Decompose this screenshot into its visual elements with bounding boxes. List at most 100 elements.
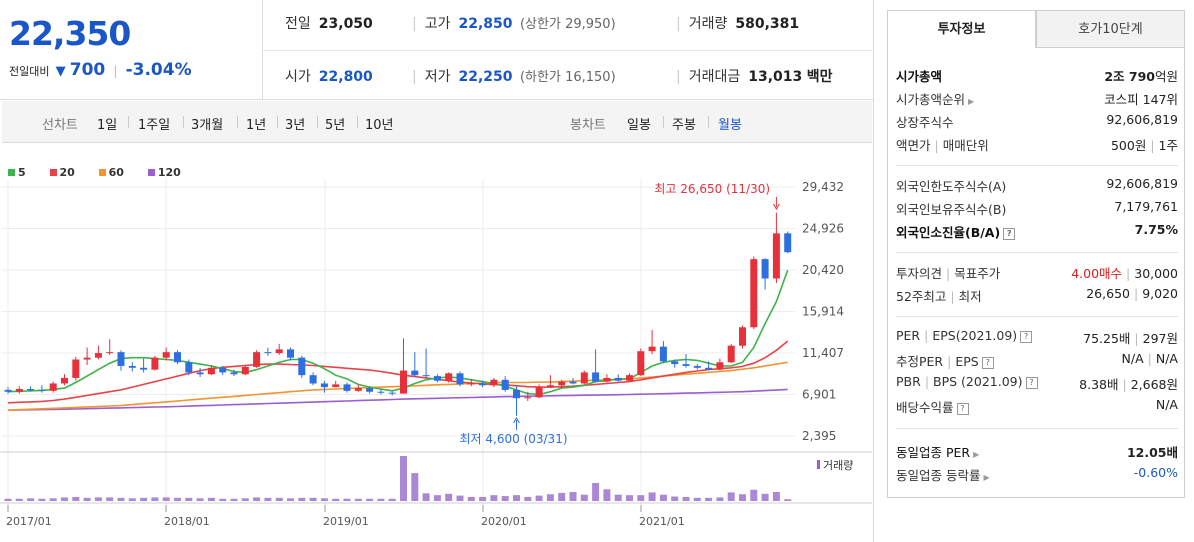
volume-bar	[94, 497, 102, 501]
candle	[287, 349, 294, 358]
candle	[94, 353, 102, 358]
candle	[603, 377, 611, 382]
max-arrow-head	[772, 203, 780, 210]
candle	[264, 352, 272, 354]
price-chart[interactable]: 29,432 24,926 20,420 15,914 11,407 6,901 2,395…	[0, 145, 872, 542]
candle	[27, 388, 35, 390]
industry-per-row[interactable]: 동일업종 PER ▶ 12.05배	[896, 445, 1178, 460]
candle	[693, 365, 701, 368]
tab-investment-info[interactable]: 투자정보	[887, 10, 1036, 48]
industry-change-row[interactable]: 동일업종 등락률 ▶ -0.60%	[896, 465, 1178, 483]
volume-bar	[445, 493, 453, 501]
chevron-right-icon: ▶	[983, 473, 990, 482]
face-value-row: 액면가 | 매매단위 500원 | 1주	[896, 138, 1178, 153]
volume-bar	[275, 497, 283, 501]
volume-bar	[750, 489, 758, 501]
trade-value: | 거래대금 13,013 백만	[676, 69, 833, 85]
period-1d[interactable]: 1일	[97, 118, 118, 133]
volume-bar	[716, 497, 724, 501]
market-cap-rank-row[interactable]: 시가총액순위 ▶ 코스피 147위	[896, 92, 1178, 107]
volume-bar	[298, 497, 306, 501]
volume-bar	[784, 499, 792, 501]
volume-bar	[671, 496, 679, 501]
volume-bar	[253, 497, 261, 501]
candle	[106, 352, 114, 354]
candle	[569, 381, 577, 384]
week52-row: 52주최고 | 최저 26,650 | 9,020	[896, 286, 1178, 304]
volume-bar	[546, 494, 554, 501]
prev-close: 전일 23,050	[285, 16, 373, 32]
candle	[366, 388, 374, 392]
volume-legend-swatch	[817, 460, 820, 469]
candle	[354, 388, 362, 391]
candle-weekly[interactable]: 주봉	[672, 118, 696, 133]
help-icon[interactable]: ?	[1025, 377, 1038, 389]
candle	[377, 391, 385, 393]
volume-bar	[128, 498, 136, 501]
x-tick-label: 2017/01	[6, 515, 52, 528]
candle	[298, 357, 306, 376]
y-tick-label: 24,926	[802, 222, 844, 236]
per-row: PER | EPS(2021.09)? 75.25배 | 297원	[896, 328, 1178, 346]
day-high: | 고가 22,850 (상한가 29,950)	[412, 16, 616, 32]
volume-bar	[61, 497, 68, 501]
candle	[626, 375, 633, 381]
tab-orderbook[interactable]: 호가10단계	[1036, 10, 1185, 48]
candle	[490, 379, 498, 386]
candle	[117, 352, 125, 366]
help-icon[interactable]: ?	[1003, 228, 1016, 240]
candle	[151, 357, 159, 370]
chevron-right-icon: ▶	[973, 450, 980, 459]
volume-bar	[693, 497, 701, 501]
price-box: 22,350 전일대비 ▼ 700 | -3.04%	[0, 0, 263, 100]
volume-bar	[400, 456, 407, 501]
volume-bar	[207, 497, 215, 501]
period-3y[interactable]: 3년	[285, 118, 306, 133]
volume-bar	[162, 497, 170, 501]
period-3m[interactable]: 3개월	[191, 118, 224, 133]
help-icon[interactable]: ?	[981, 357, 994, 369]
volume-bar	[739, 494, 746, 501]
volume-bar	[727, 492, 735, 501]
max-price-annotation: 최고 26,650 (11/30)	[654, 182, 770, 196]
candle	[558, 381, 566, 386]
volume-bar	[569, 492, 577, 501]
volume-bar	[501, 496, 509, 501]
volume-bar	[761, 493, 769, 501]
period-10y[interactable]: 10년	[365, 118, 394, 133]
candle	[456, 373, 464, 385]
legend-ma120: 120	[147, 166, 191, 179]
candle	[196, 372, 204, 375]
period-5y[interactable]: 5년	[325, 118, 346, 133]
period-1y[interactable]: 1년	[246, 118, 267, 133]
help-icon[interactable]: ?	[1020, 331, 1033, 343]
volume-bar	[682, 496, 690, 501]
candle-daily[interactable]: 일봉	[627, 118, 651, 133]
candle	[61, 377, 68, 384]
quote-summary: 22,350 전일대비 ▼ 700 | -3.04% 전일 23,050 | 고가 2…	[0, 0, 874, 100]
volume-bar	[603, 489, 611, 501]
volume-bar	[580, 494, 588, 501]
y-tick-label: 29,432	[802, 180, 844, 194]
volume-bar	[106, 497, 114, 501]
candle	[343, 384, 351, 391]
ma-line-60	[7, 361, 788, 411]
candle	[637, 351, 645, 376]
ma-line-5	[7, 269, 789, 396]
volume-bar	[27, 498, 35, 501]
legend-swatch-ma120	[147, 169, 155, 176]
candle	[705, 367, 713, 370]
period-1w[interactable]: 1주일	[138, 118, 171, 133]
market-cap-row: 시가총액 2조 790억원	[896, 69, 1178, 84]
candle	[546, 385, 554, 388]
candle	[513, 389, 520, 399]
volume-bar	[151, 497, 159, 501]
candle	[174, 352, 181, 363]
candle-monthly[interactable]: 월봉	[718, 118, 742, 133]
x-tick-label: 2019/01	[323, 515, 369, 528]
volume-bar	[343, 498, 351, 501]
foreign-ratio-row: 외국인소진율(B/A)? 7.75%	[896, 222, 1178, 240]
x-tick-label: 2018/01	[164, 515, 210, 528]
volume-bar	[241, 498, 249, 501]
help-icon[interactable]: ?	[956, 403, 969, 415]
